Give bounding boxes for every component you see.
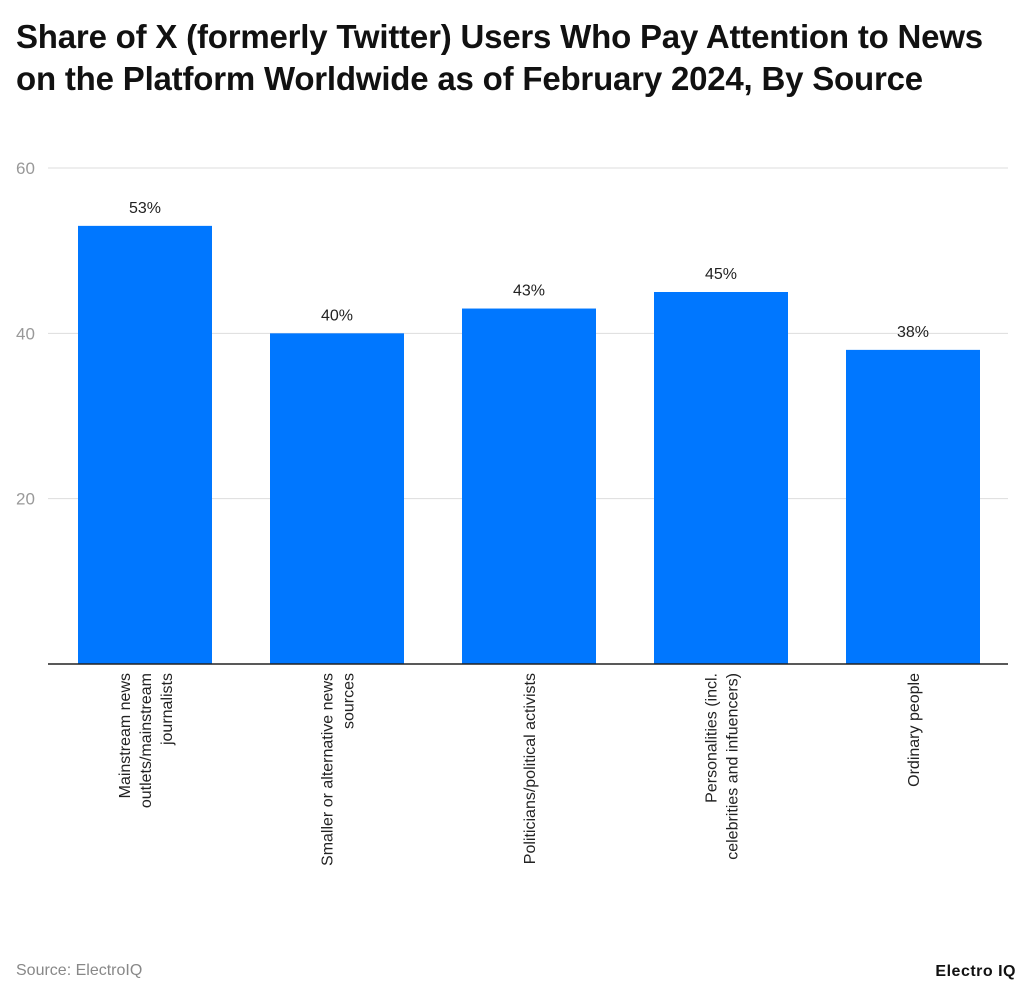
x-tick-label: celebrities and infuencers) bbox=[725, 673, 742, 860]
data-label: 40% bbox=[321, 307, 353, 324]
x-tick-label: Ordinary people bbox=[906, 673, 923, 787]
y-tick-label: 20 bbox=[16, 490, 35, 509]
bar bbox=[78, 225, 212, 664]
bar bbox=[654, 292, 788, 664]
x-tick-label: sources bbox=[341, 673, 358, 729]
bar bbox=[462, 308, 596, 664]
electroiq-logo: Electro IQ bbox=[935, 963, 1016, 980]
x-tick-label: Politicians/political activists bbox=[522, 673, 539, 864]
source-note: Source: ElectroIQ bbox=[16, 962, 143, 979]
chart-title: Share of X (formerly Twitter) Users Who … bbox=[16, 18, 983, 97]
data-label: 45% bbox=[705, 266, 737, 283]
x-tick-label: Mainstream news bbox=[117, 673, 134, 798]
x-tick-label: journalists bbox=[159, 673, 176, 746]
bar bbox=[846, 349, 980, 664]
data-label: 38% bbox=[897, 324, 929, 341]
data-label: 43% bbox=[513, 283, 545, 300]
bar bbox=[270, 333, 404, 664]
x-tick-label: Personalities (incl. bbox=[704, 673, 721, 803]
data-label: 53% bbox=[129, 200, 161, 217]
x-tick-label: Smaller or alternative news bbox=[320, 673, 337, 866]
x-tick-label: outlets/mainstream bbox=[138, 673, 155, 808]
y-tick-label: 60 bbox=[16, 159, 35, 178]
y-tick-label: 40 bbox=[16, 324, 35, 343]
